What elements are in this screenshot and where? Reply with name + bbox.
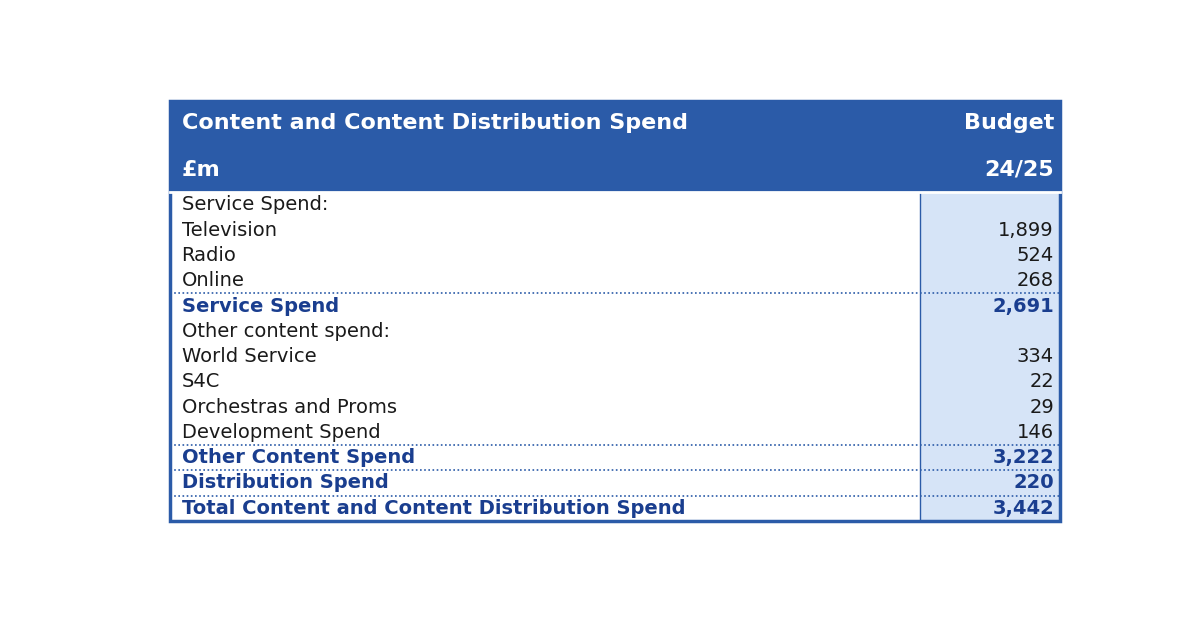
- Text: 3,222: 3,222: [992, 448, 1054, 467]
- Text: World Service: World Service: [181, 347, 317, 366]
- Text: 146: 146: [1016, 423, 1054, 442]
- Text: Budget: Budget: [964, 113, 1054, 133]
- Text: 334: 334: [1016, 347, 1054, 366]
- Text: Online: Online: [181, 271, 245, 290]
- Text: 524: 524: [1016, 246, 1054, 265]
- Text: 268: 268: [1016, 271, 1054, 290]
- Text: Other Content Spend: Other Content Spend: [181, 448, 415, 467]
- Text: 3,442: 3,442: [992, 498, 1054, 518]
- Text: 1,899: 1,899: [998, 221, 1054, 240]
- Text: 2,691: 2,691: [992, 296, 1054, 316]
- Text: Orchestras and Proms: Orchestras and Proms: [181, 397, 397, 417]
- Text: 29: 29: [1030, 397, 1054, 417]
- Text: Other content spend:: Other content spend:: [181, 322, 390, 341]
- Text: Television: Television: [181, 221, 277, 240]
- Text: Service Spend:: Service Spend:: [181, 195, 328, 215]
- Text: 24/25: 24/25: [984, 160, 1054, 180]
- Bar: [170, 100, 1060, 521]
- Text: 22: 22: [1030, 372, 1054, 391]
- Text: Radio: Radio: [181, 246, 236, 265]
- Text: Development Spend: Development Spend: [181, 423, 380, 442]
- Text: 220: 220: [1013, 474, 1054, 492]
- Text: Content and Content Distribution Spend: Content and Content Distribution Spend: [181, 113, 688, 133]
- Text: S4C: S4C: [181, 372, 220, 391]
- Bar: [170, 100, 1060, 192]
- Bar: [920, 192, 1060, 521]
- Text: Distribution Spend: Distribution Spend: [181, 474, 389, 492]
- Text: £m: £m: [181, 160, 221, 180]
- Text: Total Content and Content Distribution Spend: Total Content and Content Distribution S…: [181, 498, 685, 518]
- Text: Service Spend: Service Spend: [181, 296, 338, 316]
